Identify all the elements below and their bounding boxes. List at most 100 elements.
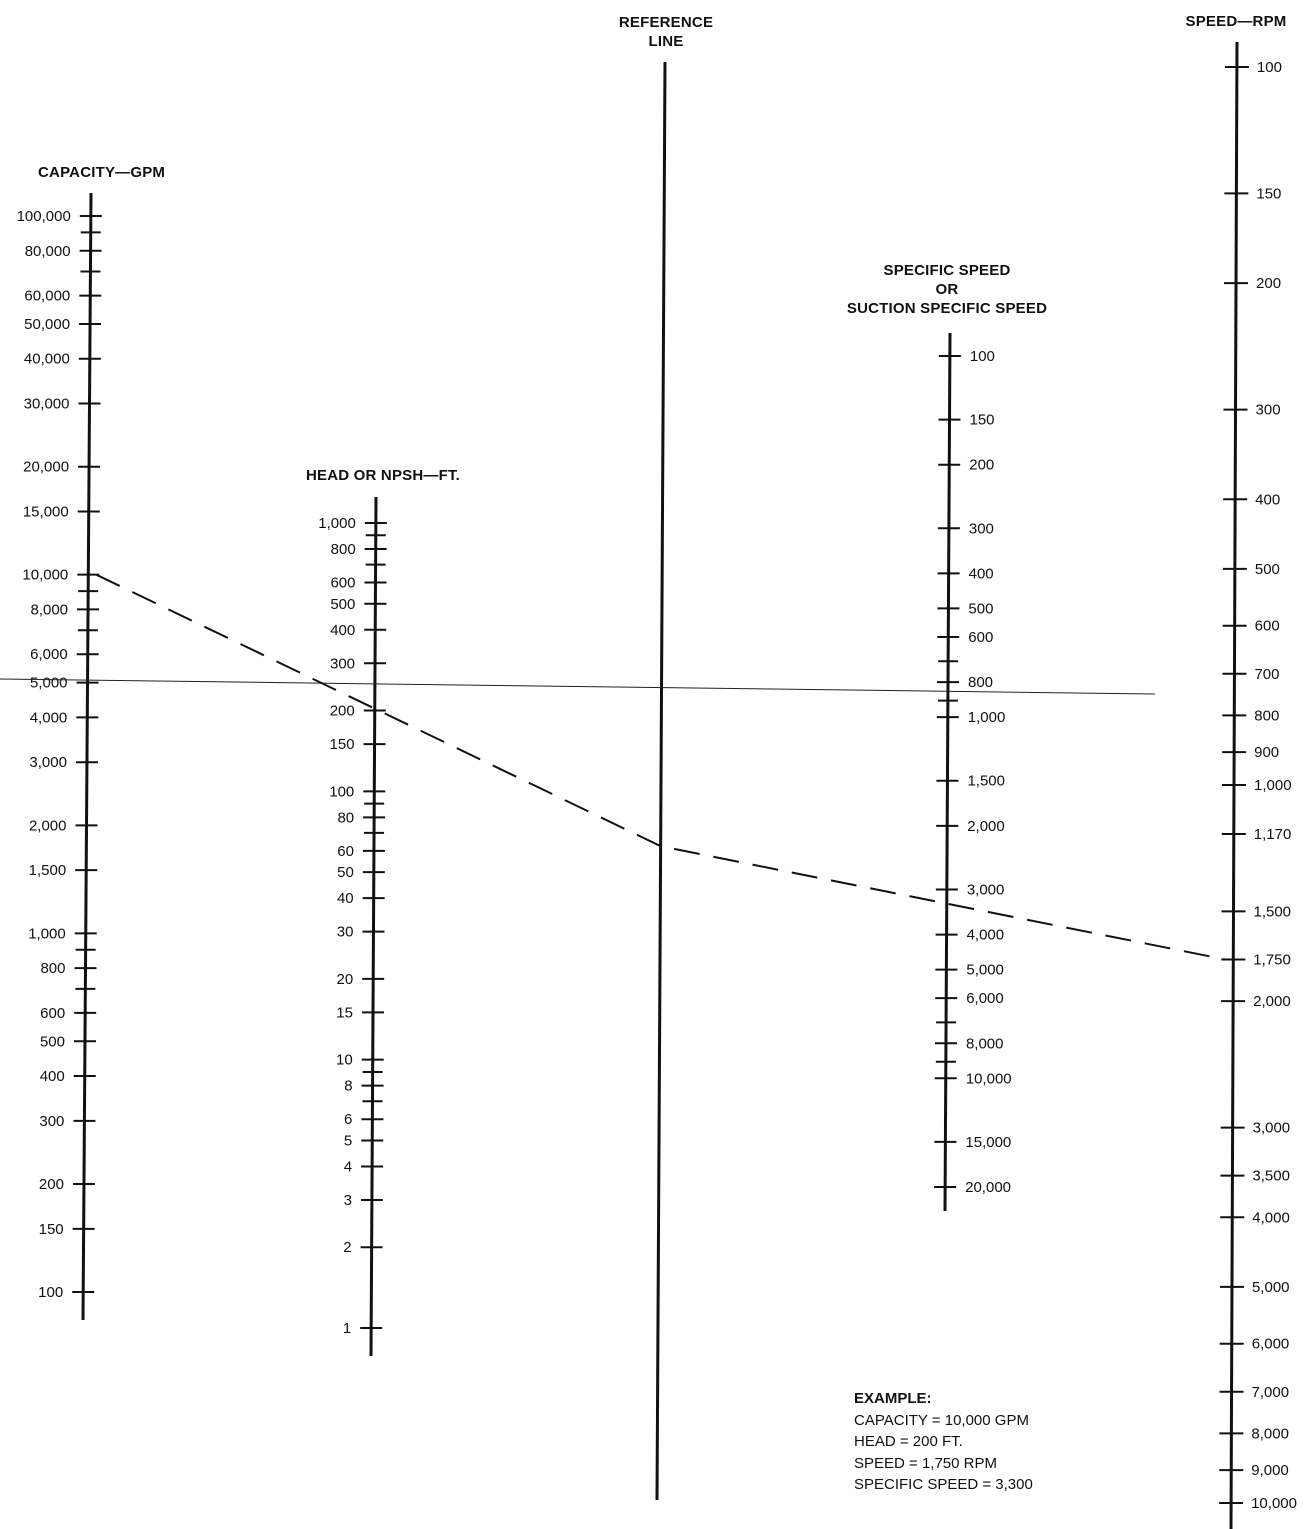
capacity-tick-label: 10,000: [22, 567, 68, 584]
capacity-scale-line: [81, 192, 93, 1321]
specific_speed-tick-label: 150: [970, 412, 995, 429]
head-tick-label: 30: [337, 924, 354, 941]
speed-tick-label: 700: [1254, 666, 1279, 683]
head-tick-label: 6: [344, 1111, 352, 1128]
head-tick-label: 5: [344, 1132, 352, 1149]
capacity-tick-label: 3,000: [29, 754, 67, 771]
capacity-tick-label: 20,000: [23, 459, 69, 476]
head-tick-label: 600: [330, 575, 355, 592]
specific_speed-tick-label: 100: [970, 348, 995, 365]
head-tick-label: 150: [330, 736, 355, 753]
head-tick-label: 1: [343, 1320, 351, 1337]
specific_speed-tick-label: 200: [969, 457, 994, 474]
specific_speed-tick-label: 15,000: [965, 1134, 1011, 1151]
capacity-tick-label: 100,000: [17, 208, 71, 225]
capacity-tick-label: 600: [40, 1005, 65, 1022]
head-tick-label: 4: [344, 1158, 352, 1175]
head-tick-label: 80: [337, 809, 354, 826]
speed-tick-label: 1,500: [1253, 903, 1291, 920]
speed-tick-label: 150: [1256, 185, 1281, 202]
example-capacity: CAPACITY = 10,000 GPM: [854, 1411, 1029, 1429]
head-tick-label: 8: [344, 1078, 352, 1095]
capacity-tick-label: 2,000: [29, 817, 67, 834]
capacity-tick-label: 500: [40, 1033, 65, 1050]
capacity-tick-label: 100: [38, 1284, 63, 1301]
reference-title-line-2: LINE: [649, 33, 684, 50]
capacity-tick-label: 6,000: [30, 646, 68, 663]
specific_speed-tick-label: 5,000: [966, 962, 1004, 979]
capacity-tick-label: 15,000: [23, 504, 69, 521]
scale-ticks: 100,000 80,000 60,000 50,000 40,000 30,000 20,…: [17, 59, 1297, 1512]
example-dashed-line: [95, 573, 1226, 961]
speed-tick-label: 300: [1256, 402, 1281, 419]
example-specific-speed: SPECIFIC SPEED = 3,300: [854, 1476, 1033, 1493]
example-heading: EXAMPLE:: [854, 1390, 932, 1407]
head-tick-label: 20: [337, 971, 354, 988]
specific_speed-tick-label: 3,000: [967, 881, 1005, 898]
specific_speed-tick-label: 10,000: [966, 1070, 1012, 1087]
head-tick-label: 15: [336, 1004, 353, 1021]
head-tick-label: 10: [336, 1052, 353, 1069]
specific_speed-tick-label: 1,000: [968, 709, 1006, 726]
example-speed: SPEED = 1,750 RPM: [854, 1454, 997, 1472]
speed-tick-label: 1,000: [1254, 777, 1292, 794]
speed-axis-title: SPEED—RPM: [1186, 13, 1287, 30]
speed-tick-label: 900: [1254, 744, 1279, 761]
capacity-tick-label: 150: [39, 1221, 64, 1238]
capacity-tick-label: 30,000: [24, 396, 70, 413]
capacity-tick-label: 5,000: [30, 675, 68, 692]
speed-tick-label: 200: [1256, 275, 1281, 292]
specific-speed-scale-line: [943, 332, 952, 1212]
speed-tick-label: 3,000: [1253, 1120, 1291, 1137]
speed-tick-label: 3,500: [1252, 1168, 1290, 1185]
reference-title-line-1: REFERENCE: [619, 14, 713, 31]
capacity-tick-label: 1,500: [29, 862, 67, 879]
speed-tick-label: 800: [1254, 707, 1279, 724]
specific_speed-tick-label: 20,000: [965, 1179, 1011, 1196]
reference-line: [655, 61, 667, 1501]
speed-tick-label: 9,000: [1251, 1462, 1289, 1479]
speed-tick-label: 6,000: [1252, 1336, 1290, 1353]
capacity-axis-title: CAPACITY—GPM: [38, 164, 165, 181]
example-thin-line: [0, 678, 1156, 695]
speed-tick-label: 10,000: [1251, 1495, 1297, 1512]
capacity-tick-label: 4,000: [30, 709, 68, 726]
head-tick-label: 500: [330, 596, 355, 613]
speed-tick-label: 5,000: [1252, 1279, 1290, 1296]
head-tick-label: 1,000: [318, 515, 356, 532]
speed-tick-label: 400: [1255, 491, 1280, 508]
specific_speed-tick-label: 800: [968, 674, 993, 691]
head-tick-label: 400: [330, 622, 355, 639]
head-tick-label: 800: [331, 541, 356, 558]
specific_speed-tick-label: 2,000: [967, 818, 1005, 835]
specific-speed-title-line-3: SUCTION SPECIFIC SPEED: [847, 300, 1047, 317]
speed-tick-label: 2,000: [1253, 993, 1291, 1010]
specific_speed-tick-label: 6,000: [966, 990, 1004, 1007]
capacity-tick-label: 40,000: [24, 351, 70, 368]
head-scale-line: [369, 496, 378, 1357]
capacity-tick-label: 200: [39, 1176, 64, 1193]
head-axis-title: HEAD OR NPSH—FT.: [306, 467, 460, 484]
capacity-tick-label: 400: [40, 1068, 65, 1085]
speed-tick-label: 100: [1257, 59, 1282, 76]
head-tick-label: 300: [330, 655, 355, 672]
speed-tick-label: 1,170: [1254, 826, 1292, 843]
head-tick-label: 50: [337, 864, 354, 881]
example-box: EXAMPLE: CAPACITY = 10,000 GPM HEAD = 20…: [854, 1388, 1033, 1496]
specific_speed-tick-label: 400: [969, 565, 994, 582]
capacity-tick-label: 300: [39, 1113, 64, 1130]
capacity-tick-label: 50,000: [24, 316, 70, 333]
specific_speed-tick-label: 500: [968, 600, 993, 617]
speed-tick-label: 4,000: [1252, 1209, 1290, 1226]
capacity-tick-label: 8,000: [30, 601, 68, 618]
specific_speed-tick-label: 300: [969, 520, 994, 537]
specific_speed-tick-label: 600: [968, 629, 993, 646]
speed-tick-label: 8,000: [1251, 1425, 1289, 1442]
head-tick-label: 200: [330, 703, 355, 720]
head-tick-label: 40: [337, 890, 354, 907]
specific_speed-tick-label: 4,000: [967, 927, 1005, 944]
head-tick-label: 60: [337, 843, 354, 860]
head-tick-label: 2: [343, 1239, 351, 1256]
specific-speed-title-line-2: OR: [936, 281, 959, 298]
